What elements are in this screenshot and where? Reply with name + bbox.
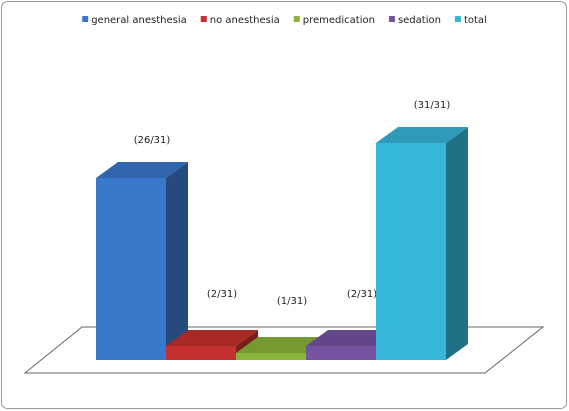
legend-label: sedation	[398, 15, 441, 26]
legend-label: total	[464, 15, 487, 26]
legend: general anesthesia no anesthesia premedica…	[82, 15, 487, 26]
bar	[376, 143, 446, 360]
bar-top	[306, 330, 398, 346]
plot: (26/31) (2/31) (1/31) (2/31) (31/31)	[96, 100, 468, 360]
legend-swatch	[293, 16, 300, 22]
data-label: (26/31)	[134, 135, 171, 146]
data-label: (2/31)	[207, 289, 237, 300]
legend-label: general anesthesia	[91, 15, 187, 26]
bar-side	[166, 162, 188, 360]
legend-swatch	[454, 16, 461, 22]
data-label: (1/31)	[277, 296, 307, 307]
bar	[96, 178, 166, 360]
bar-top	[96, 162, 188, 178]
bar	[306, 346, 376, 360]
bar	[236, 353, 306, 360]
bar-top	[376, 127, 468, 143]
legend-swatch	[200, 16, 207, 22]
bar-top	[166, 330, 258, 346]
bar-top	[236, 337, 328, 353]
bar-side	[446, 127, 468, 360]
data-label: (2/31)	[347, 289, 377, 300]
legend-swatch	[388, 16, 395, 22]
legend-label: no anesthesia	[210, 15, 280, 26]
legend-label: premedication	[303, 15, 375, 26]
data-label: (31/31)	[414, 100, 451, 111]
legend-swatch	[82, 16, 89, 22]
bar	[166, 346, 236, 360]
